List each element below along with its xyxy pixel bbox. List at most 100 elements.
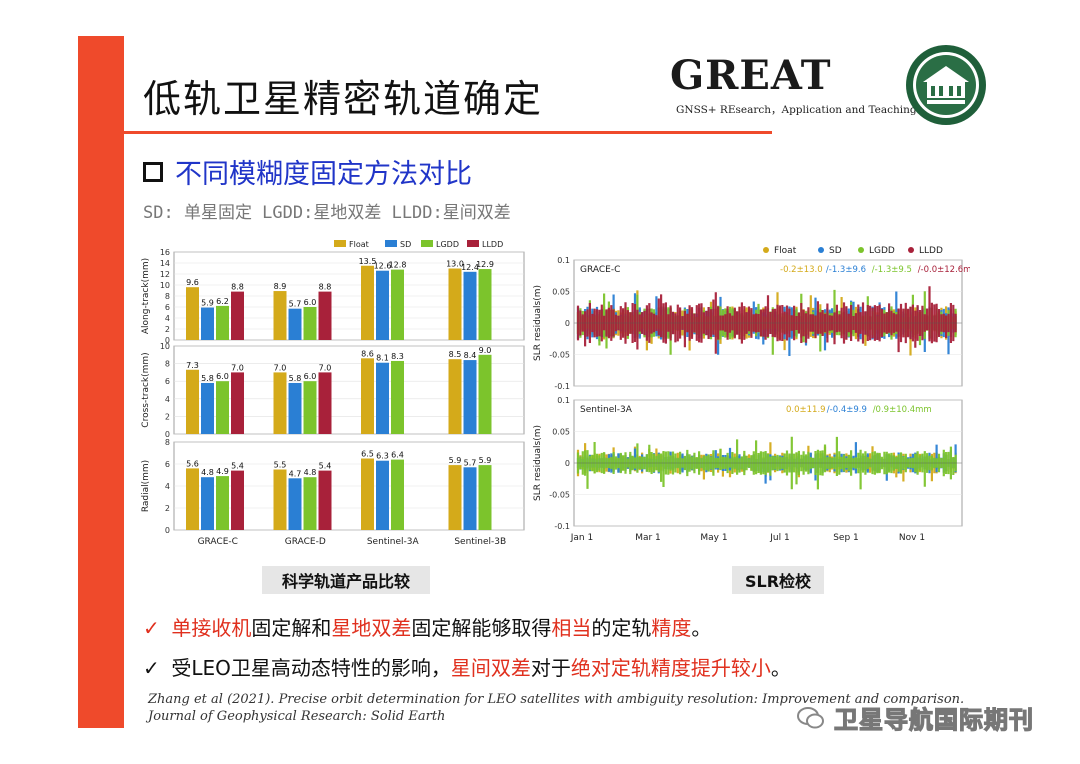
bar-data-label: 13.5 <box>359 257 377 266</box>
bar-data-label: 5.4 <box>231 462 244 471</box>
y-tick-label: 2 <box>165 504 170 513</box>
reference-citation: Zhang et al (2021). Precise orbit determ… <box>148 692 965 724</box>
y-tick-label: 0 <box>565 459 570 468</box>
bar <box>231 291 244 340</box>
bar-data-label: 8.6 <box>361 349 374 358</box>
slr-panel: 0.1 0.05 0 -0.05 -0.1 SLR residuals(m) Sentine… <box>533 396 963 543</box>
stats-label: /-0.4±9.9 <box>827 405 867 415</box>
y-tick-label: 4 <box>165 314 170 323</box>
bar-data-label: 8.3 <box>391 352 404 361</box>
bar-data-label: 7.0 <box>274 363 287 372</box>
bullet-2-part: 受LEO卫星高动态特性的影响， <box>171 656 451 680</box>
legend-label: Float <box>349 240 369 249</box>
caption-slr: SLR检校 <box>732 566 824 594</box>
bar <box>391 360 404 434</box>
bar-data-label: 13.0 <box>446 260 464 269</box>
y-tick-label: -0.05 <box>549 491 570 500</box>
bar-data-label: 5.7 <box>464 458 477 467</box>
bar <box>391 269 404 340</box>
bar <box>376 270 389 340</box>
bar-data-label: 5.9 <box>201 299 214 308</box>
bar <box>201 477 214 530</box>
bar-data-label: 5.9 <box>479 456 492 465</box>
bullet-1-part: 相当 <box>551 616 592 640</box>
legend-label: SD <box>829 246 842 256</box>
great-logo-subtitle: GNSS+ REsearch，Application and Teaching <box>676 104 917 116</box>
wechat-icon <box>797 706 824 728</box>
bar <box>303 477 317 530</box>
y-axis-label: Along-track(mm) <box>141 258 151 334</box>
legend-label: LGDD <box>436 240 459 249</box>
bar <box>448 268 462 340</box>
bar-data-label: 12.4 <box>461 263 479 272</box>
bar <box>478 269 492 340</box>
bar-data-label: 7.3 <box>186 361 199 370</box>
bar <box>448 465 462 530</box>
stats-label: 0.0±11.9 <box>786 405 826 415</box>
check-icon: ✓ <box>143 616 160 640</box>
y-tick-label: -0.1 <box>554 522 570 531</box>
bar-data-label: 4.9 <box>216 467 229 476</box>
bar <box>361 458 374 530</box>
y-tick-label: 10 <box>160 342 170 351</box>
y-tick-label: 4 <box>165 395 170 404</box>
x-category-label: GRACE-C <box>198 537 238 547</box>
bar-data-label: 5.8 <box>201 374 214 383</box>
bar-data-label: 6.0 <box>216 372 229 381</box>
stats-label: /-1.3±9.5 <box>872 265 912 275</box>
legend-swatch <box>334 240 346 247</box>
bar <box>448 359 462 434</box>
slide-title: 低轨卫星精密轨道确定 <box>143 77 544 121</box>
bar <box>288 308 302 340</box>
bullet-1-part: 的定轨 <box>591 616 652 640</box>
y-tick-label: 0 <box>165 336 170 345</box>
bar-data-label: 5.8 <box>289 374 302 383</box>
legend-label: SD <box>400 240 411 249</box>
bar-data-label: 8.9 <box>274 282 287 291</box>
bar <box>318 291 332 340</box>
bullet-1-part: 固定解和 <box>251 616 332 640</box>
y-tick-label: 0.05 <box>552 288 570 297</box>
bar-data-label: 12.6 <box>374 262 392 271</box>
legend-swatch <box>421 240 433 247</box>
stats-label: -0.2±13.0 <box>780 265 823 275</box>
y-tick-label: 0 <box>165 430 170 439</box>
bar-data-label: 7.0 <box>319 363 332 372</box>
bullet-2-part: 绝对定轨精度提升较小 <box>570 656 771 680</box>
slr-panel: 0.1 0.05 0 -0.05 -0.1 SLR residuals(m) GRACE-C… <box>533 256 970 391</box>
watermark-text: 卫星导航国际期刊 <box>833 705 1034 734</box>
legend-marker <box>908 247 914 253</box>
y-tick-label: -0.1 <box>554 382 570 391</box>
bar-data-label: 8.8 <box>319 283 332 292</box>
y-tick-label: 0.1 <box>557 256 570 265</box>
bar <box>361 358 374 434</box>
legend-swatch <box>467 240 479 247</box>
y-tick-label: 6 <box>165 460 170 469</box>
slr-residual-figure: Float SD LGDD LLDD 0.1 0.05 0 -0.05 -0.1 SLR resi… <box>533 246 970 543</box>
bar-data-label: 5.4 <box>319 462 332 471</box>
bar-data-label: 6.0 <box>304 372 317 381</box>
bar-data-label: 8.1 <box>376 354 389 363</box>
bullet-2: ✓ 受LEO卫星高动态特性的影响，星间双差对于绝对定轨精度提升较小。 <box>143 652 791 681</box>
legend-label: LLDD <box>919 246 943 256</box>
bar-data-label: 5.9 <box>449 456 462 465</box>
square-bullet-icon <box>143 161 163 182</box>
great-logo: GREAT <box>670 52 832 99</box>
bar <box>318 470 332 530</box>
legend-marker <box>818 247 824 253</box>
y-tick-label: 8 <box>165 360 170 369</box>
bar <box>216 476 229 530</box>
y-tick-label: 2 <box>165 412 170 421</box>
legend-marker <box>763 247 769 253</box>
bullet-2-part: 对于 <box>530 656 571 680</box>
caption-orbit-comparison: 科学轨道产品比较 <box>262 566 430 594</box>
x-tick-label: May 1 <box>700 533 727 543</box>
y-tick-label: 10 <box>160 281 170 290</box>
stats-label: /0.9±10.4mm <box>873 405 932 415</box>
bar-data-label: 8.8 <box>231 283 244 292</box>
y-tick-label: 8 <box>165 438 170 447</box>
y-tick-label: 0.05 <box>552 428 570 437</box>
